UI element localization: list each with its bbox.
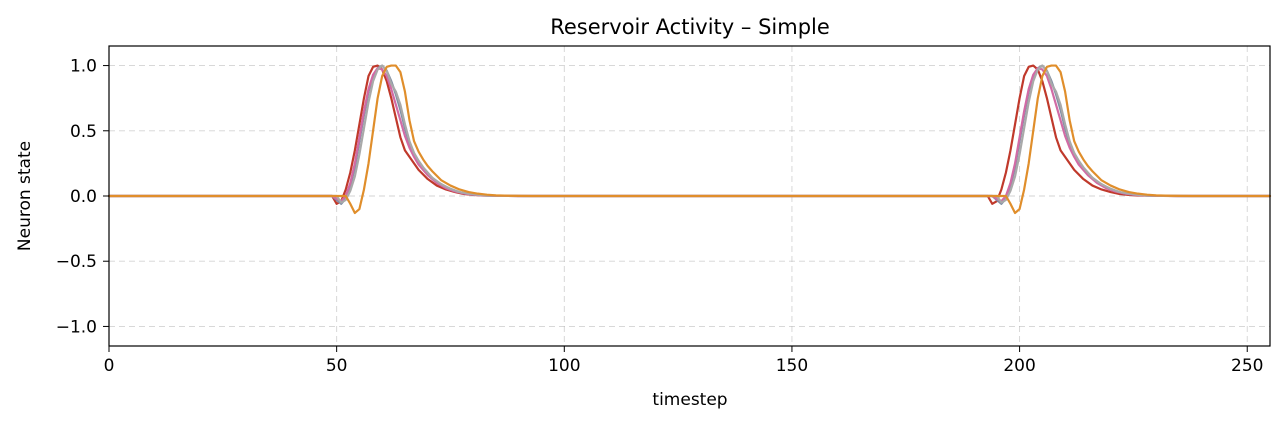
x-tick-label: 100 [548, 356, 580, 376]
x-tick-label: 250 [1231, 356, 1263, 376]
chart-title: Reservoir Activity – Simple [550, 15, 830, 39]
ticks: 0 50 100 150 200 250 1.0 0.5 0.0 −0.5 −1.0 [56, 57, 1264, 376]
y-tick-label: 0.5 [70, 122, 97, 142]
x-tick-label: 150 [776, 356, 808, 376]
y-tick-label: −1.0 [56, 317, 97, 337]
x-tick-label: 50 [326, 356, 348, 376]
y-tick-label: 1.0 [70, 57, 97, 77]
y-tick-label: −0.5 [56, 252, 97, 272]
x-tick-label: 200 [1003, 356, 1035, 376]
y-tick-label: 0.0 [70, 187, 97, 207]
series-layer [107, 64, 1272, 215]
series-line-5 [107, 64, 1272, 215]
x-tick-label: 0 [104, 356, 115, 376]
y-axis-label: Neuron state [15, 141, 35, 251]
x-axis-label: timestep [652, 390, 727, 410]
